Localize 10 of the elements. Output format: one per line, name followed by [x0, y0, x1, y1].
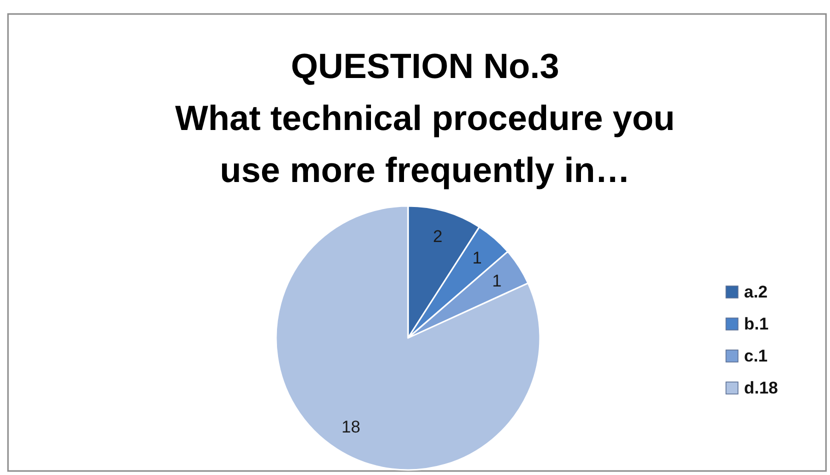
data-label: 2	[433, 227, 442, 246]
chart-title: QUESTION No.3 What technical procedure you use more frequently in…	[175, 47, 675, 190]
legend-label: d.18	[744, 378, 778, 398]
legend-label: b.1	[744, 314, 769, 334]
pie-slice	[275, 205, 541, 471]
legend-label: c.1	[744, 346, 768, 366]
legend-label: a.2	[744, 282, 768, 302]
data-label: 1	[472, 248, 482, 268]
data-label: 18	[341, 417, 360, 436]
data-label: 1	[492, 271, 502, 290]
